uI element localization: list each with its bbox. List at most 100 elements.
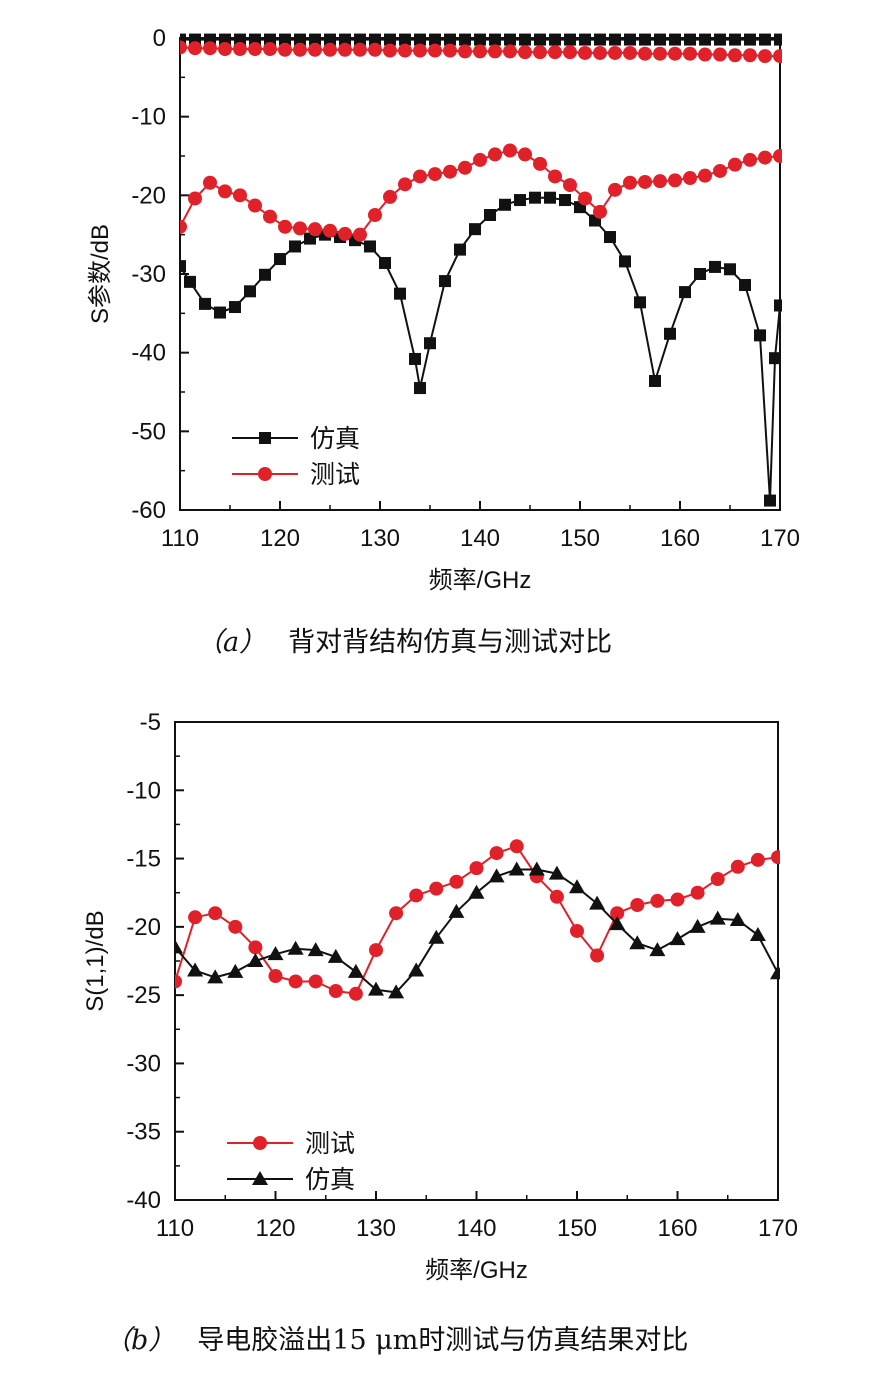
b-legend-marker — [252, 1171, 268, 1185]
b-data-point — [348, 986, 363, 1001]
a-data-point — [413, 169, 427, 184]
a-data-point — [458, 44, 472, 59]
a-data-point — [274, 253, 286, 266]
a-data-point — [439, 275, 451, 288]
b-data-point — [175, 974, 182, 989]
b-y-tick-label: -5 — [140, 709, 161, 736]
a-data-point — [443, 164, 457, 179]
a-data-point — [694, 268, 706, 280]
b-data-point — [328, 984, 343, 999]
b-data-point — [528, 861, 545, 876]
a-data-point — [214, 306, 226, 319]
b-x-axis-label: 频率/GHz — [425, 1257, 528, 1284]
a-series-1 — [180, 191, 782, 507]
a-data-point — [559, 194, 571, 207]
a-data-point — [263, 209, 277, 224]
a-x-tick-label: 170 — [760, 525, 800, 552]
a-data-point — [248, 198, 262, 213]
a-data-point — [668, 46, 682, 61]
a-data-point — [248, 42, 262, 57]
a-data-point — [413, 43, 427, 58]
a-data-point — [594, 33, 606, 46]
a-y-tick-label: -60 — [131, 497, 166, 524]
a-series-2 — [180, 40, 782, 64]
b-data-point — [629, 935, 646, 950]
b-y-tick-label: -40 — [126, 1187, 161, 1214]
b-y-tick-label: -10 — [126, 777, 161, 804]
b-data-point — [248, 940, 263, 955]
a-data-point — [563, 178, 577, 193]
a-data-point — [278, 42, 292, 57]
b-data-point — [408, 962, 425, 977]
a-data-point — [664, 327, 676, 340]
a-data-point — [443, 43, 457, 58]
b-data-point — [227, 963, 244, 978]
a-data-point — [604, 231, 616, 244]
a-data-point — [484, 209, 496, 221]
a-data-point — [289, 240, 301, 253]
b-data-point — [267, 946, 284, 961]
a-data-point — [218, 184, 232, 199]
a-data-point — [379, 256, 391, 269]
a-x-tick-label: 150 — [560, 525, 600, 552]
a-data-point — [469, 223, 481, 236]
b-legend-label: 仿真 — [305, 1165, 355, 1194]
a-data-point — [579, 33, 591, 46]
b-x-tick-label: 130 — [356, 1215, 396, 1242]
a-data-point — [503, 44, 517, 59]
a-data-point — [714, 33, 726, 46]
a-data-point — [219, 33, 231, 46]
a-data-point — [368, 42, 382, 57]
a-data-point — [669, 33, 681, 46]
a-data-point — [180, 260, 186, 273]
b-data-point — [610, 906, 625, 921]
a-data-point — [429, 33, 441, 46]
a-data-point — [368, 208, 382, 222]
a-data-point — [534, 33, 546, 46]
b-data-point — [548, 865, 565, 880]
a-data-point — [713, 47, 727, 62]
b-y-axis-label: S(1,1)/dB — [82, 910, 109, 1011]
a-data-point — [263, 42, 277, 57]
a-data-point — [773, 49, 782, 64]
a-data-point — [454, 243, 466, 256]
b-data-point — [469, 861, 484, 876]
a-data-point — [774, 299, 782, 312]
a-data-point — [259, 268, 271, 281]
a-data-point — [409, 352, 421, 365]
a-data-point — [624, 33, 636, 46]
a-data-point — [398, 177, 412, 192]
b-data-point — [489, 846, 504, 861]
a-data-point — [609, 33, 621, 46]
a-data-point — [764, 494, 776, 507]
a-data-point — [578, 45, 592, 60]
b-data-point — [228, 919, 243, 934]
b-data-point — [347, 963, 364, 978]
a-series-3 — [180, 143, 782, 242]
b-data-point — [630, 898, 645, 913]
b-legend-marker — [253, 1136, 267, 1150]
a-data-point — [564, 33, 576, 46]
b-legend-label: 测试 — [305, 1129, 355, 1158]
a-data-point — [649, 374, 661, 387]
a-data-point — [533, 156, 547, 171]
b-data-point — [388, 984, 405, 999]
b-data-point — [589, 895, 606, 910]
a-data-point — [758, 49, 772, 64]
b-series-0 — [175, 839, 780, 1001]
b-data-point — [448, 903, 465, 918]
b-data-point — [287, 940, 304, 955]
b-x-tick-label: 170 — [758, 1215, 798, 1242]
a-data-point — [504, 33, 516, 46]
b-data-point — [187, 962, 204, 977]
a-data-point — [529, 191, 541, 204]
a-data-point — [544, 191, 556, 204]
a-data-point — [180, 40, 187, 55]
a-data-point — [563, 45, 577, 60]
a-data-point — [499, 198, 511, 211]
a-data-point — [724, 263, 736, 276]
b-data-point — [247, 953, 264, 967]
a-data-point — [234, 33, 246, 46]
b-data-point — [307, 942, 324, 957]
b-data-point — [429, 881, 444, 896]
